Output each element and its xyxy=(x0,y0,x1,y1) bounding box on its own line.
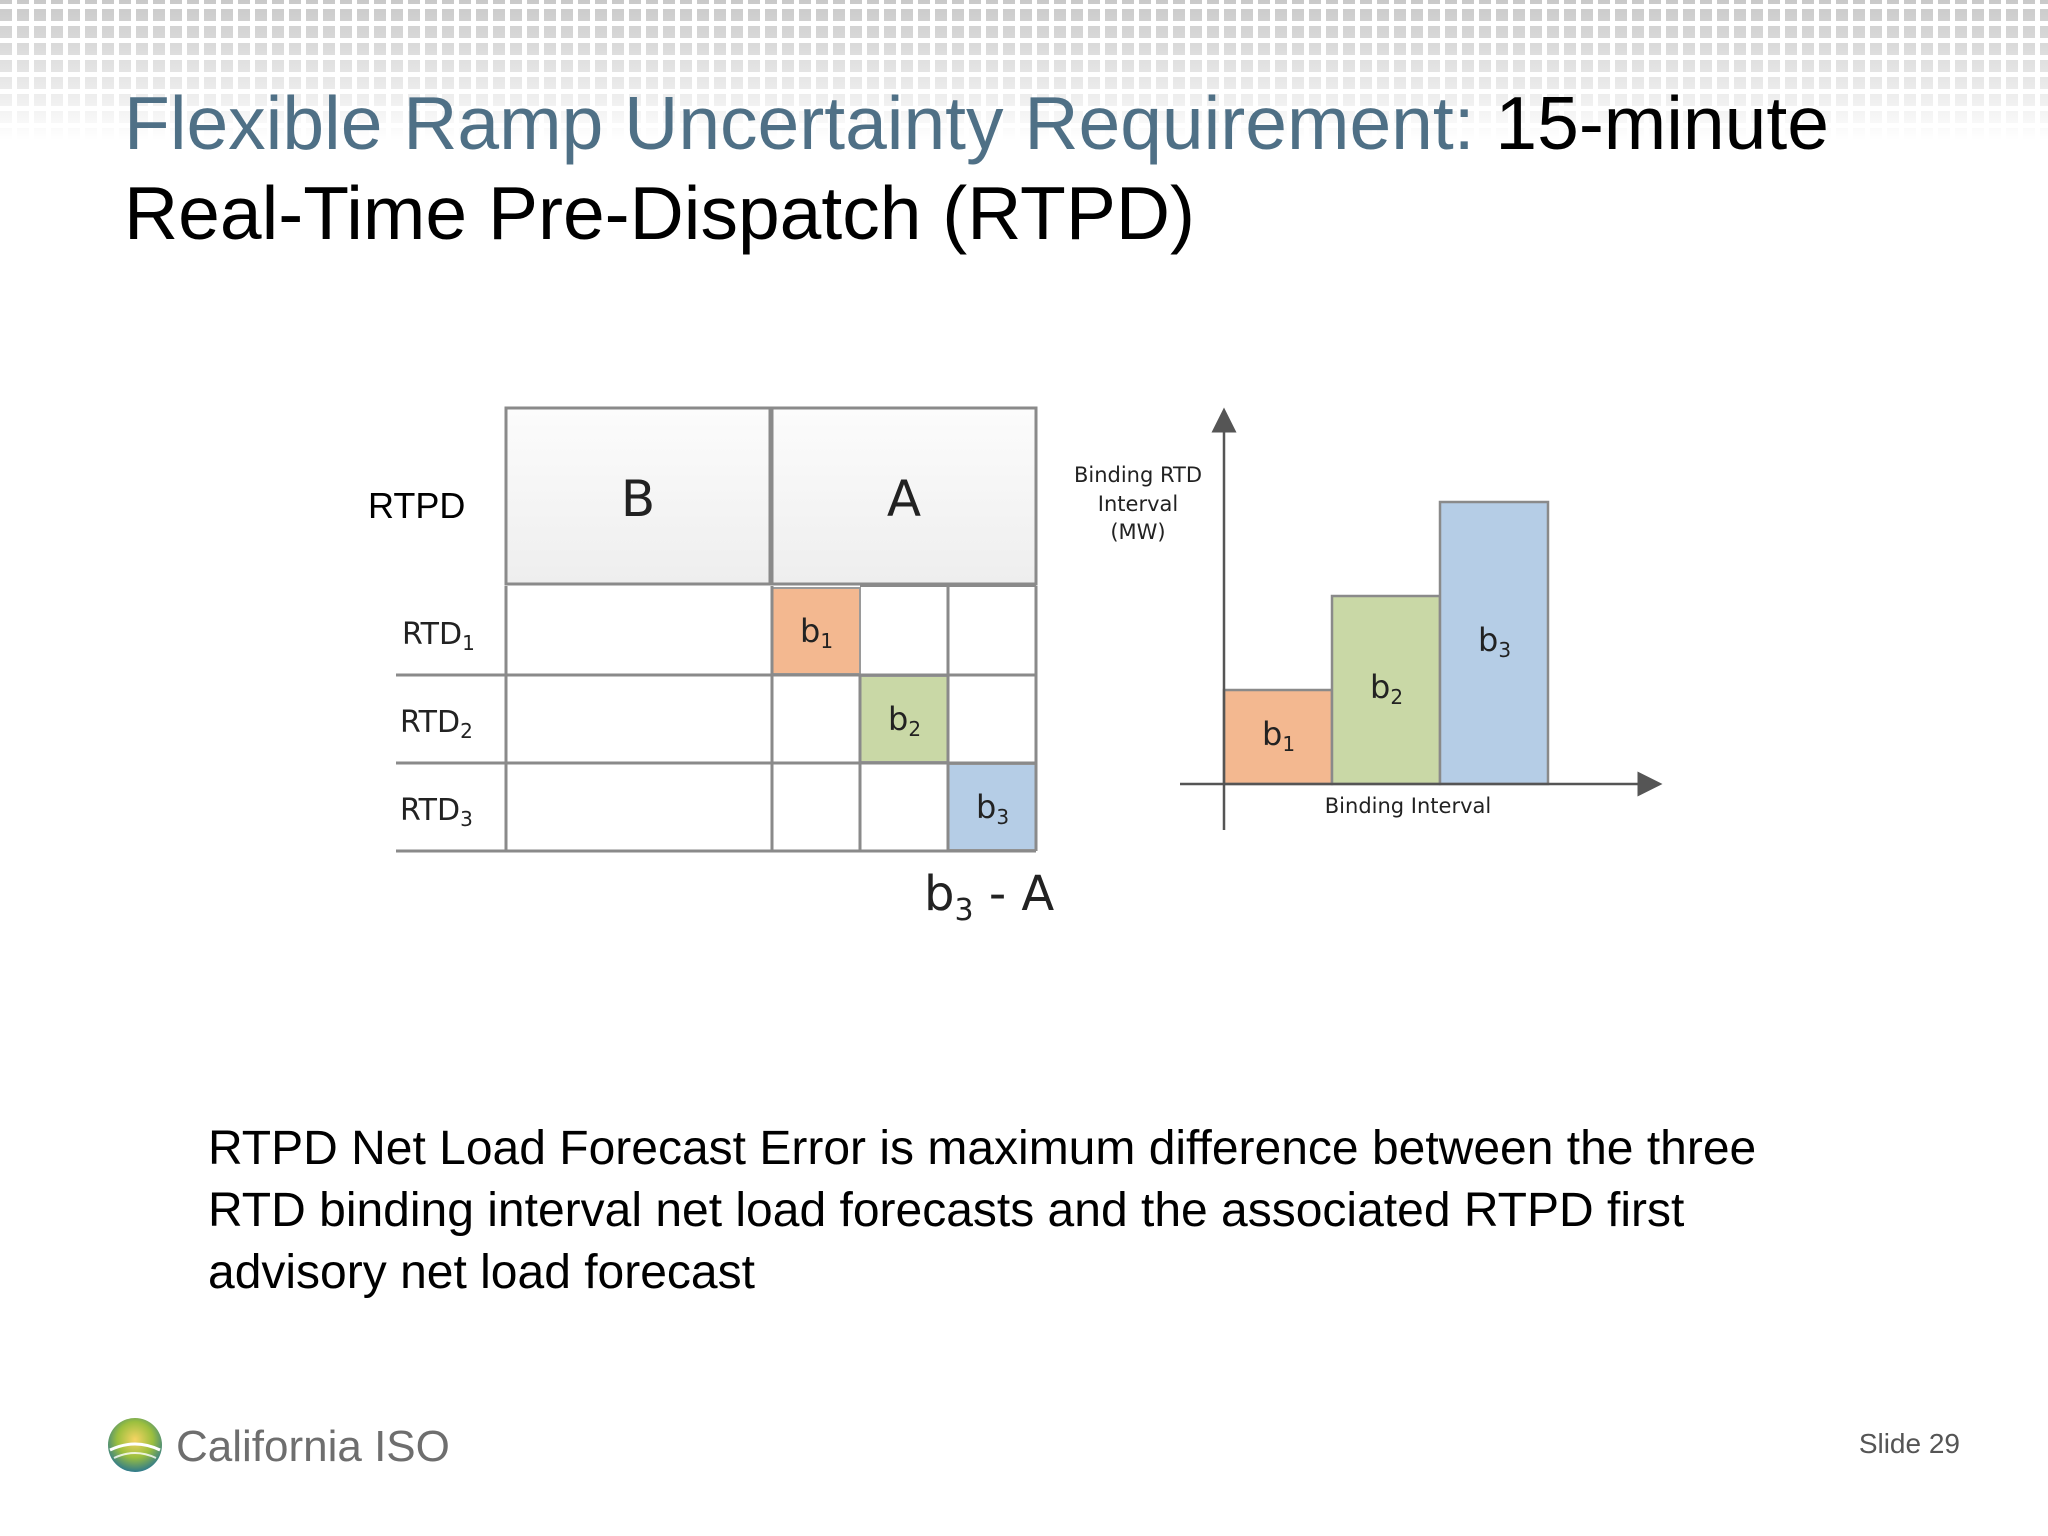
block-b xyxy=(504,406,772,586)
header-pattern xyxy=(0,0,2048,140)
bar-b1-label: b1 xyxy=(1262,715,1295,756)
bar-b3 xyxy=(1438,500,1550,786)
cell-b2-label: b2 xyxy=(888,700,921,741)
bar-b2-label: b2 xyxy=(1370,668,1403,709)
row-label-rtd1: RTD1 xyxy=(402,617,475,655)
slide-title: Flexible Ramp Uncertainty Requirement: 1… xyxy=(124,78,1984,258)
cell-b3-label: b3 xyxy=(976,788,1009,829)
cell-b1-label: b1 xyxy=(800,612,833,653)
y-axis-label-line2: Interval xyxy=(1098,492,1178,516)
caption-text: RTPD Net Load Forecast Error is maximum … xyxy=(208,1122,1757,1299)
title-rest: 15-minute Real-Time Pre-Dispatch (RTPD) xyxy=(124,81,1829,255)
rtpd-rtd-grid-diagram: RTPD B A RTD1 RTD2 RTD3 b1 b2 b3 b3 - A xyxy=(368,406,1054,928)
row-label-rtd3: RTD3 xyxy=(400,793,473,831)
california-iso-logo: California ISO xyxy=(104,1414,450,1478)
y-axis-label-line1: Binding RTD xyxy=(1074,463,1202,487)
block-a-label: A xyxy=(887,470,921,528)
row-label-rtd2: RTD2 xyxy=(400,705,473,743)
bar-b3-label: b3 xyxy=(1478,621,1511,662)
block-b-label: B xyxy=(621,470,655,528)
y-axis-label-line3: (MW) xyxy=(1110,520,1165,544)
bar-b1 xyxy=(1222,688,1334,786)
block-a xyxy=(770,406,1038,586)
binding-interval-bar-diagram: Binding RTD Interval (MW) b1 b2 b3 Bindi… xyxy=(1074,407,1663,830)
x-axis-label: Binding Interval xyxy=(1325,794,1491,818)
formula-b3-minus-a: b3 - A xyxy=(924,866,1054,928)
sun-logo-icon xyxy=(108,1418,162,1472)
logo-text: California ISO xyxy=(176,1422,450,1471)
title-accent: Flexible Ramp Uncertainty Requirement: xyxy=(124,81,1475,165)
grid-lines xyxy=(396,586,1038,853)
rtpd-row-label: RTPD xyxy=(368,485,465,526)
slide-number: Slide 29 xyxy=(1858,1428,1960,1459)
